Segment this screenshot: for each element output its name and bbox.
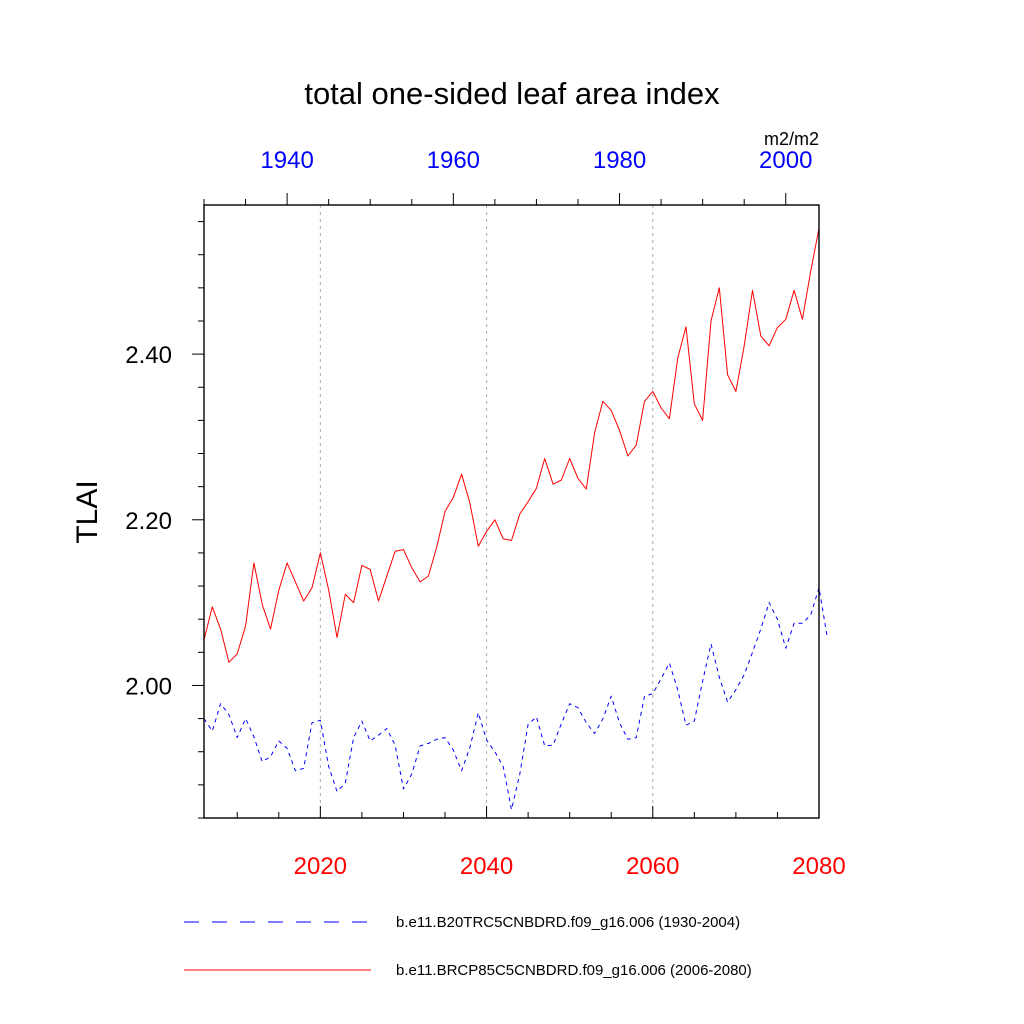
- bottom-tick-label-2040: 2040: [460, 853, 513, 880]
- units-label: m2/m2: [764, 129, 819, 149]
- legend-label-1: b.e11.B20TRC5CNBDRD.f09_g16.006 (1930-20…: [396, 914, 740, 931]
- y-axis-label: TLAI: [71, 480, 104, 543]
- bottom-tick-label-2060: 2060: [626, 853, 679, 880]
- bottom-tick-label-2020: 2020: [294, 853, 347, 880]
- top-tick-label-1940: 1940: [260, 147, 313, 174]
- y-tick-label-2.20: 2.20: [125, 508, 172, 535]
- top-tick-label-1960: 1960: [427, 147, 480, 174]
- series-line-2: [203, 228, 820, 663]
- legend: b.e11.B20TRC5CNBDRD.f09_g16.006 (1930-20…: [184, 914, 752, 979]
- plot-frame: [203, 204, 820, 819]
- legend-label-2: b.e11.BRCP85C5CNBDRD.f09_g16.006 (2006-2…: [396, 962, 752, 979]
- vertical-gridlines: [319, 205, 654, 818]
- bottom-tick-label-2080: 2080: [792, 853, 845, 880]
- top-tick-label-1980: 1980: [593, 147, 646, 174]
- y-tick-label-2.40: 2.40: [125, 342, 172, 369]
- chart-title: total one-sided leaf area index: [304, 76, 720, 111]
- top-tick-label-2000: 2000: [759, 147, 812, 174]
- series-line-1: [203, 587, 828, 811]
- y-tick-label-2.00: 2.00: [125, 673, 172, 700]
- axis-ticks: [192, 193, 820, 819]
- tick-labels: 2020 2040 2060 2080 1940 1960 1980 2000 2.00 2.20…: [125, 147, 845, 880]
- series-lines: [203, 228, 828, 811]
